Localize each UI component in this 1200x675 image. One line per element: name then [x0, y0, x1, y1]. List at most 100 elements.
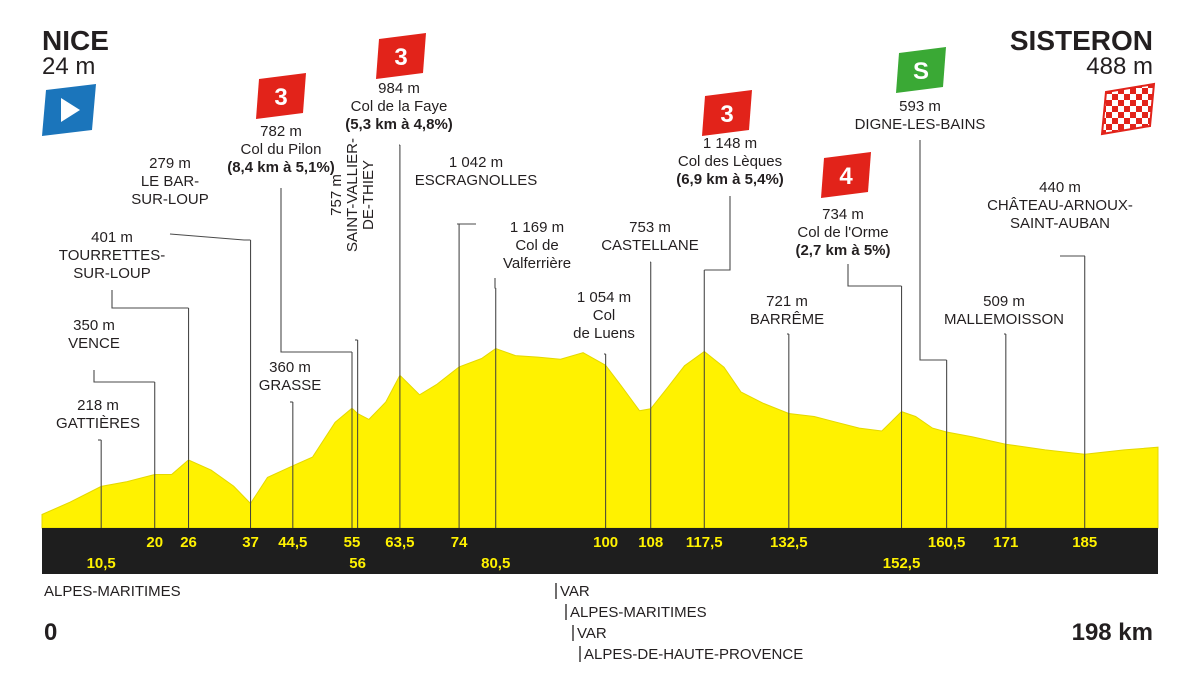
badge-label: S [913, 58, 929, 85]
place-name: Col de la Faye [351, 98, 448, 115]
start-altitude: 24 m [42, 53, 95, 80]
department-label: ALPES-MARITIMES [570, 604, 707, 621]
km-tick-label: 160,5 [928, 534, 966, 551]
place-altitude: 401 m [91, 229, 133, 246]
km-tick-label: 152,5 [883, 555, 921, 572]
place-name: LE BAR- [141, 173, 199, 190]
department-labels: ALPES-MARITIMES VAR ALPES-MARITIMES VAR ALPE… [44, 583, 803, 663]
badge-label: 3 [394, 44, 407, 71]
place-name: SUR-LOUP [131, 191, 209, 208]
km-tick-label: 100 [593, 534, 618, 551]
climb-category-badge: 3 [256, 73, 306, 119]
place-altitude: 593 m [899, 98, 941, 115]
finish-altitude: 488 m [1086, 53, 1153, 80]
badge-label: 3 [720, 101, 733, 128]
place-label: 279 mLE BAR-SUR-LOUP [131, 155, 209, 208]
km-tick-label: 10,5 [87, 555, 116, 572]
place-altitude: 734 m [822, 206, 864, 223]
place-altitude: 279 m [149, 155, 191, 172]
km-tick-label: 56 [349, 555, 366, 572]
km-tick-label: 171 [993, 534, 1018, 551]
place-name: GRASSE [259, 377, 322, 394]
place-altitude: 1 148 m [703, 135, 757, 152]
climb-details: (6,9 km à 5,4%) [676, 171, 784, 188]
place-name: DE-THIEY [360, 160, 377, 230]
department-label: ALPES-MARITIMES [44, 583, 181, 600]
place-altitude: 984 m [378, 80, 420, 97]
place-altitude: 753 m [629, 219, 671, 236]
label-leader-line [919, 140, 947, 361]
km-tick-label: 37 [242, 534, 259, 551]
place-name: SAINT-AUBAN [1010, 215, 1110, 232]
place-altitude: 757 m [328, 174, 345, 216]
label-leader-line [169, 233, 251, 241]
place-altitude: 1 054 m [577, 289, 631, 306]
place-name: de Luens [573, 325, 635, 342]
start-km: 0 [44, 619, 57, 646]
place-altitude: 218 m [77, 397, 119, 414]
place-name: CASTELLANE [601, 237, 699, 254]
km-tick-label: 108 [638, 534, 663, 551]
climb-details: (5,3 km à 4,8%) [345, 116, 453, 133]
climb-details: (2,7 km à 5%) [795, 242, 890, 259]
km-tick-label: 26 [180, 534, 197, 551]
place-name: SUR-LOUP [73, 265, 151, 282]
sprint-badge-icon: S [896, 47, 946, 93]
place-name: VENCE [68, 335, 120, 352]
label-leader-line [847, 264, 902, 287]
badge-label: 3 [274, 84, 287, 111]
climb-category-badge: 3 [376, 33, 426, 79]
label-leader-line [280, 188, 352, 353]
finish-km: 198 km [1072, 619, 1153, 646]
label-leader-line [494, 278, 496, 289]
place-name: Col des Lèques [678, 153, 782, 170]
place-name: Col de [515, 237, 558, 254]
place-name: Col [593, 307, 616, 324]
km-tick-labels: 10,5 20 26 37 44,5 55 56 63,5 74 80,5 100 108 117,5 1… [87, 534, 1098, 572]
km-tick-label: 80,5 [481, 555, 510, 572]
place-altitude: 721 m [766, 293, 808, 310]
km-tick-label: 74 [451, 534, 468, 551]
blue-start-flag-icon [42, 84, 96, 136]
km-tick-label: 20 [146, 534, 163, 551]
place-name: GATTIÈRES [56, 415, 140, 432]
climb-details: (8,4 km à 5,1%) [227, 159, 335, 176]
place-name: TOURRETTES- [59, 247, 165, 264]
km-tick-label: 63,5 [385, 534, 414, 551]
place-altitude: 1 042 m [449, 154, 503, 171]
label-leader-line [93, 370, 155, 383]
place-name: SAINT-VALLIER- [344, 138, 361, 252]
km-tick-label: 185 [1072, 534, 1097, 551]
place-name: Col de l'Orme [797, 224, 888, 241]
start-town-name: NICE [42, 25, 109, 56]
place-label: 757 m SAINT-VALLIER- DE-THIEY [328, 138, 377, 252]
km-tick-label: 44,5 [278, 534, 307, 551]
place-altitude: 440 m [1039, 179, 1081, 196]
climb-category-badge: 4 [821, 152, 871, 198]
badge-label: 4 [839, 163, 853, 190]
km-tick-label: 117,5 [686, 534, 723, 551]
place-name: BARRÊME [750, 311, 824, 328]
climb-category-badge: 3 [702, 90, 752, 136]
place-name: Col du Pilon [241, 141, 322, 158]
place-altitude: 360 m [269, 359, 311, 376]
km-tick-label: 132,5 [770, 534, 808, 551]
place-name: MALLEMOISSON [944, 311, 1064, 328]
distance-band [42, 528, 1158, 574]
finish-town-name: SISTERON [1010, 25, 1153, 56]
